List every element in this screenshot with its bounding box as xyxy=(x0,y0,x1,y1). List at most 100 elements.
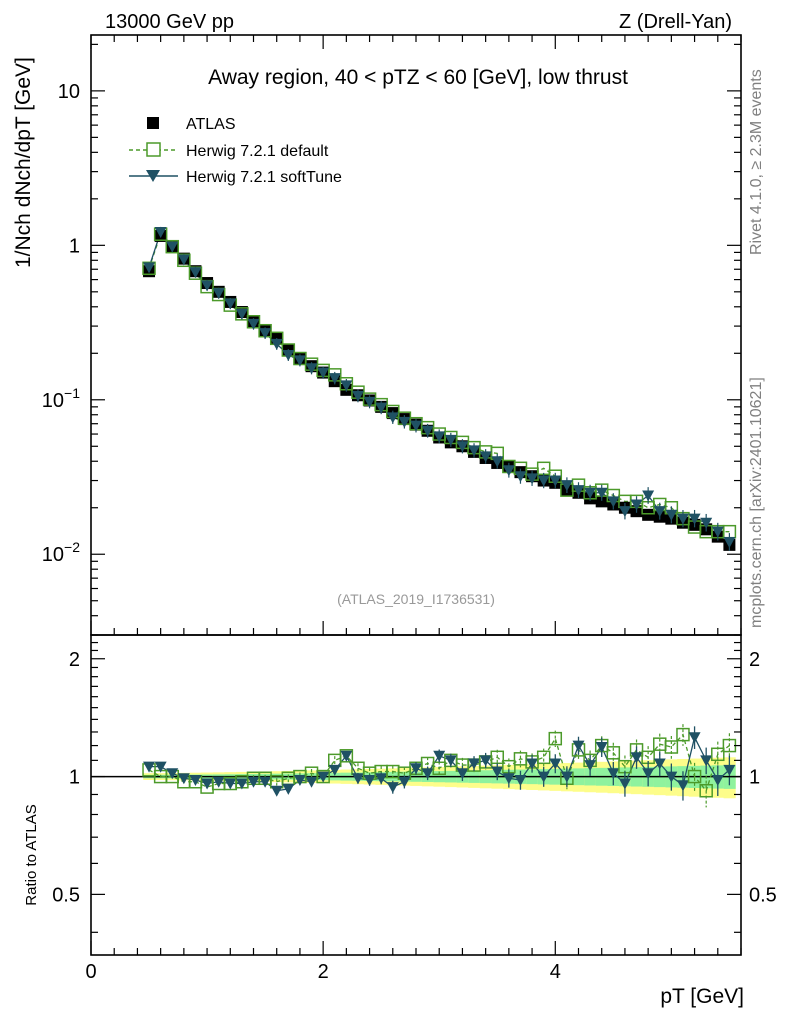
analysis-id: (ATLAS_2019_I1736531) xyxy=(337,591,495,607)
ratio-softtune-point xyxy=(584,760,597,772)
ratio-softtune-point xyxy=(688,732,701,744)
ratio-y-tick-label: 1 xyxy=(69,767,80,789)
ratio-softtune-point xyxy=(189,774,202,786)
softtune-data-point xyxy=(468,445,481,457)
ratio-softtune-point xyxy=(235,778,248,790)
ratio-softtune-point xyxy=(723,764,736,776)
ratio-softtune-point xyxy=(502,773,515,785)
softtune-data-point xyxy=(154,226,167,238)
softtune-data-point xyxy=(398,416,411,428)
softtune-data-point xyxy=(189,267,202,279)
softtune-data-point xyxy=(595,487,608,499)
softtune-data-point xyxy=(317,367,330,379)
softtune-data-point xyxy=(212,288,225,300)
main-y-tick-label: 10−2 xyxy=(42,539,80,566)
legend-atlas-label: ATLAS xyxy=(186,116,236,133)
ratio-softtune-point xyxy=(247,776,260,788)
softtune-data-point xyxy=(410,420,422,432)
main-y-axis-label: 1/Nch dNch/dpT [GeV] xyxy=(12,57,35,268)
ratio-softtune-point xyxy=(386,782,399,794)
ratio-softtune-point xyxy=(201,778,214,790)
softtune-data-point xyxy=(224,298,237,310)
mcplots-label: mcplots.cern.ch [arXiv:2401.10621] xyxy=(748,377,765,628)
softtune-data-point xyxy=(433,431,446,443)
softtune-data-point xyxy=(630,499,643,511)
legend-atlas-marker xyxy=(147,117,159,129)
softtune-data-point xyxy=(514,471,527,483)
ratio-softtune-point xyxy=(642,768,655,780)
softtune-data-point xyxy=(665,509,678,521)
axis-ticks: 10 1 10−1 10−2 0.5 0.5 1 1 2 2 0 2 4 xyxy=(42,35,777,983)
ratio-y-axis-label: Ratio to ATLAS xyxy=(23,804,40,905)
ratio-default-point xyxy=(536,750,551,765)
softtune-data-point xyxy=(584,487,597,499)
softtune-data-point xyxy=(479,451,492,463)
softtune-data-point xyxy=(375,402,388,414)
softtune-data-point xyxy=(235,308,248,320)
ratio-default-point xyxy=(687,769,702,784)
softtune-data-point xyxy=(526,473,539,485)
ratio-softtune-point xyxy=(305,776,318,788)
ratio-softtune-point xyxy=(456,768,469,780)
ratio-softtune-point xyxy=(177,773,190,785)
softtune-data-point xyxy=(363,396,376,408)
ratio-softtune-point xyxy=(491,766,504,778)
ratio-y-tick-label-right: 0.5 xyxy=(749,884,777,906)
main-plot-content xyxy=(142,226,737,551)
legend-softtune-label: Herwig 7.2.1 softTune xyxy=(186,169,342,186)
ratio-plot-content xyxy=(142,724,737,808)
softtune-data-point xyxy=(259,328,272,340)
ratio-softtune-point xyxy=(572,740,585,752)
ratio-softtune-point xyxy=(560,771,573,783)
softtune-data-point xyxy=(444,434,457,446)
ratio-softtune-point xyxy=(143,761,156,773)
ratio-softtune-point xyxy=(537,771,550,783)
softtune-data-point xyxy=(293,355,306,367)
softtune-data-point xyxy=(491,456,504,468)
ratio-softtune-point xyxy=(618,778,631,790)
softtune-data-point xyxy=(166,241,179,253)
ratio-softtune-point xyxy=(676,780,689,792)
legend-default-marker xyxy=(146,142,161,157)
ratio-y-tick-label-right: 2 xyxy=(749,649,760,671)
main-y-tick-label: 10 xyxy=(58,81,80,103)
atlas-data-point xyxy=(642,508,655,521)
ratio-softtune-point xyxy=(375,773,388,785)
ratio-y-tick-label: 0.5 xyxy=(52,884,80,906)
softtune-data-point xyxy=(560,480,573,492)
softtune-data-point xyxy=(723,537,736,549)
ratio-softtune-point xyxy=(282,783,295,795)
ratio-softtune-point xyxy=(468,758,481,770)
main-y-tick-label: 10−1 xyxy=(42,385,80,412)
softtune-data-point xyxy=(618,506,631,518)
header-left: 13000 GeV pp xyxy=(105,11,234,33)
ratio-softtune-point xyxy=(595,742,608,753)
ratio-softtune-point xyxy=(549,758,562,770)
ratio-softtune-point xyxy=(351,773,364,785)
ratio-default-point xyxy=(664,740,679,754)
softtune-data-point xyxy=(502,465,515,477)
ratio-default-point xyxy=(548,731,563,746)
rivet-version-label: Rivet 4.1.0, ≥ 2.3M events xyxy=(748,69,765,255)
ratio-softtune-point xyxy=(479,755,492,767)
ratio-softtune-point xyxy=(328,764,341,776)
ratio-softtune-point xyxy=(421,768,434,780)
ratio-softtune-point xyxy=(270,785,283,797)
ratio-default-point xyxy=(676,727,690,742)
ratio-softtune-point xyxy=(665,771,678,783)
ratio-y-tick-label-right: 1 xyxy=(749,767,760,789)
ratio-softtune-point xyxy=(224,778,237,790)
legend: ATLAS Herwig 7.2.1 default Herwig 7.2.1 … xyxy=(129,116,342,186)
softtune-data-point xyxy=(642,490,655,502)
ratio-softtune-point xyxy=(433,750,446,762)
ratio-softtune-point xyxy=(363,774,376,786)
softtune-data-point xyxy=(537,475,550,487)
softtune-data-point xyxy=(676,513,689,525)
softtune-data-point xyxy=(177,254,190,266)
ratio-softtune-point xyxy=(653,758,666,770)
softtune-data-point xyxy=(201,280,214,292)
ratio-softtune-point xyxy=(398,776,411,788)
ratio-softtune-point xyxy=(700,755,713,767)
ratio-default-point xyxy=(606,746,621,760)
softtune-data-point xyxy=(386,412,399,424)
